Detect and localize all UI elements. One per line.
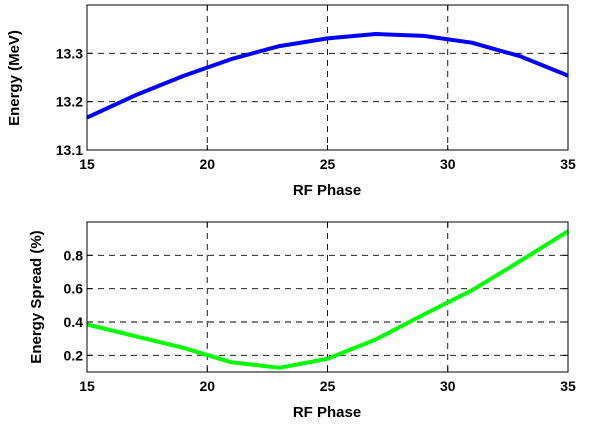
- energy-spread-plot-series-line-0: [86, 229, 570, 370]
- energy-spread-plot-y-ticks: 0.2 0.4 0.6 0.8: [64, 247, 568, 363]
- energy-spread-plot: 15 20 25 30 35 0.2 0.4 0.6 0.8 RF Phase Energy …: [28, 221, 576, 421]
- energy-plot-y-tick-label: 13.2: [56, 94, 83, 110]
- energy-plot-y-tick-label: 13.1: [56, 142, 83, 158]
- energy-plot-x-ticks: 15 20 25 30 35: [79, 5, 576, 172]
- energy-plot-x-tick-label: 35: [560, 156, 576, 172]
- energy-spread-plot-x-axis-label: RF Phase: [293, 404, 361, 421]
- energy-plot-x-tick-label: 25: [320, 156, 336, 172]
- energy-plot: 15 20 25 30 35 13.1 13.2 13.3 RF Phase Energy …: [6, 4, 576, 199]
- energy-spread-plot-x-tick-label: 15: [79, 378, 95, 394]
- energy-plot-grid: [87, 5, 568, 150]
- energy-spread-plot-y-tick-label: 0.8: [64, 247, 84, 263]
- energy-spread-plot-x-tick-label: 35: [560, 378, 576, 394]
- energy-plot-x-tick-label: 30: [440, 156, 456, 172]
- energy-plot-x-axis-label: RF Phase: [293, 182, 361, 199]
- energy-spread-plot-y-axis-label: Energy Spread (%): [28, 230, 45, 363]
- energy-plot-y-axis-label: Energy (MeV): [6, 30, 23, 126]
- energy-spread-plot-x-tick-label: 25: [320, 378, 336, 394]
- energy-spread-plot-y-tick-label: 0.4: [64, 314, 84, 330]
- energy-spread-plot-x-tick-label: 30: [440, 378, 456, 394]
- energy-plot-x-tick-label: 15: [79, 156, 95, 172]
- energy-plot-y-tick-label: 13.3: [56, 45, 83, 61]
- energy-plot-series: [86, 32, 569, 120]
- energy-plot-x-tick-label: 20: [199, 156, 215, 172]
- energy-spread-plot-y-tick-label: 0.2: [64, 347, 84, 363]
- energy-plot-series-line-0: [86, 32, 569, 120]
- energy-spread-plot-series: [86, 229, 570, 370]
- energy-spread-plot-x-ticks: 15 20 25 30 35: [79, 222, 576, 394]
- energy-spread-plot-grid: [87, 222, 568, 372]
- energy-spread-plot-y-tick-label: 0.6: [64, 281, 84, 297]
- energy-spread-plot-x-tick-label: 20: [199, 378, 215, 394]
- energy-plot-y-ticks: 13.1 13.2 13.3: [56, 45, 568, 158]
